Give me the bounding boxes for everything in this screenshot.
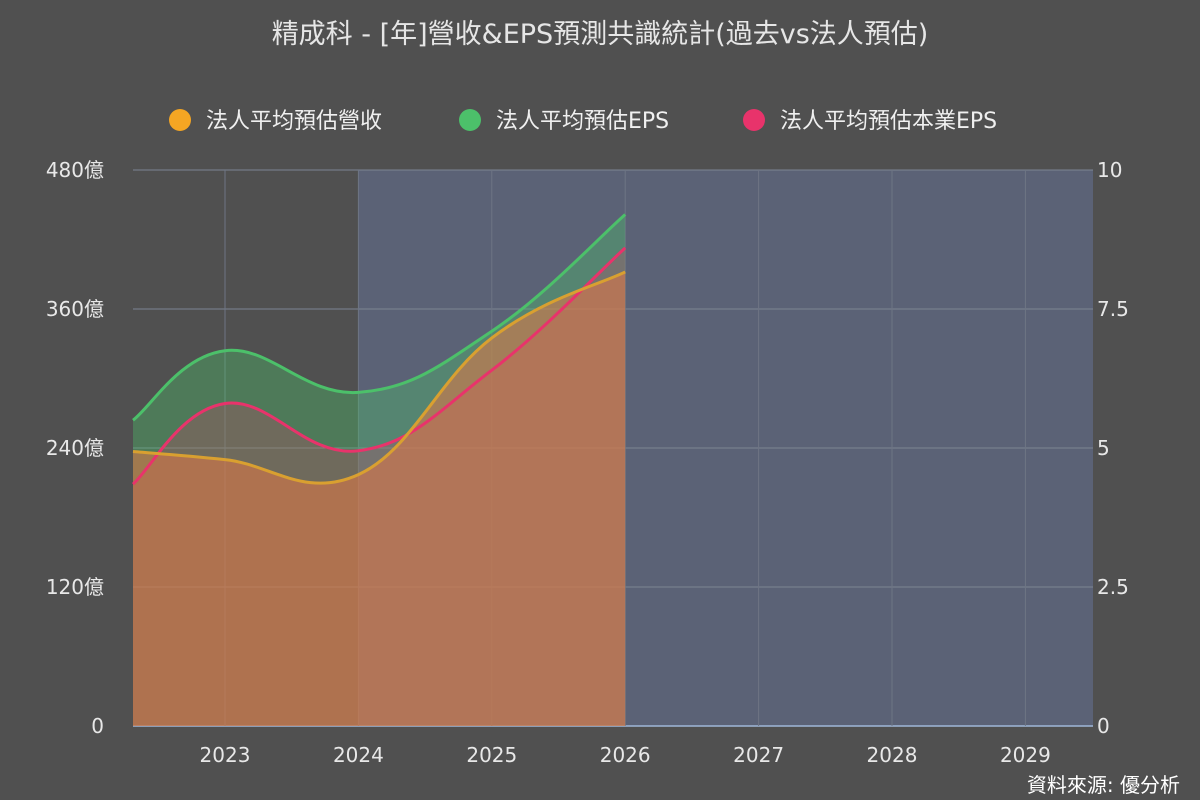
x-axis-tick-label: 2024: [333, 743, 384, 767]
line-revenue: [132, 270, 626, 485]
legend-marker: [743, 109, 765, 131]
legend-label: 法人平均預估本業EPS: [780, 109, 997, 134]
legend-marker: [169, 109, 191, 131]
left-axis-tick-label: 0: [91, 714, 104, 738]
legend-label: 法人平均預估EPS: [496, 109, 669, 134]
legend-label: 法人平均預估營收: [206, 109, 382, 134]
line-eps: [132, 213, 627, 422]
left-axis-tick-label: 240億: [46, 436, 104, 460]
x-axis-tick-label: 2023: [200, 743, 251, 767]
legend-item[interactable]: 法人平均預估本業EPS: [743, 109, 997, 134]
line-core-eps: [131, 246, 627, 486]
legend-item[interactable]: 法人平均預估EPS: [459, 109, 669, 134]
x-axis-tick-label: 2025: [466, 743, 517, 767]
chart-title: 精成科 - [年]營收&EPS預測共識統計(過去vs法人預估): [272, 19, 929, 50]
left-axis-tick-label: 120億: [46, 575, 104, 599]
x-axis-tick-label: 2027: [733, 743, 784, 767]
left-axis-tick-label: 480億: [46, 158, 104, 182]
x-axis-tick-label: 2028: [867, 743, 918, 767]
right-axis-tick-label: 2.5: [1097, 575, 1129, 599]
source-credit: 資料來源: 優分析: [1027, 773, 1180, 797]
right-axis-tick-label: 0: [1097, 714, 1110, 738]
legend-item[interactable]: 法人平均預估營收: [169, 109, 382, 134]
x-axis-tick-label: 2026: [600, 743, 651, 767]
area-revenue: [133, 271, 626, 726]
right-axis-tick-label: 10: [1097, 158, 1122, 182]
left-axis-tick-label: 360億: [46, 297, 104, 321]
legend-marker: [459, 109, 481, 131]
right-axis-tick-label: 5: [1097, 436, 1110, 460]
x-axis-tick-label: 2029: [1000, 743, 1051, 767]
right-axis-tick-label: 7.5: [1097, 297, 1129, 321]
